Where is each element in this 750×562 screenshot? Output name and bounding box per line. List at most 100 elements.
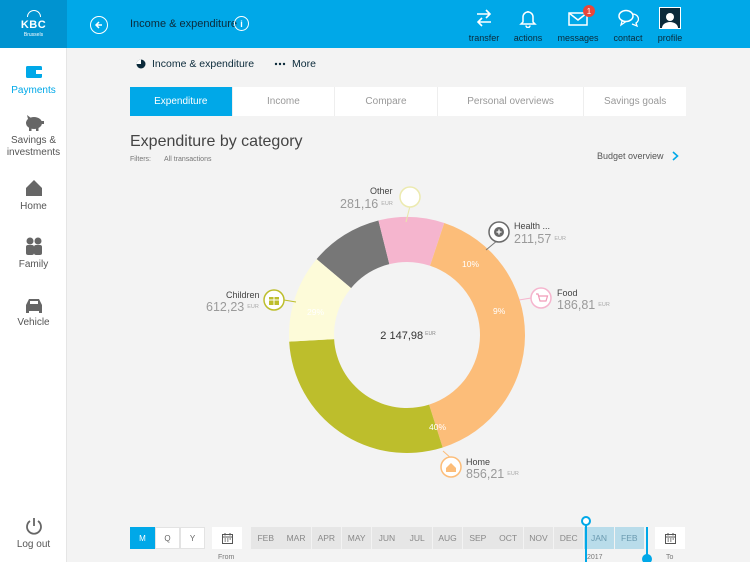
sidebar: Payments Savings & investments Home Fami… bbox=[0, 48, 67, 562]
wallet-icon bbox=[25, 66, 42, 78]
page-title: Income & expenditure bbox=[130, 18, 238, 30]
period-year-button[interactable]: Y bbox=[180, 527, 205, 549]
month-sep-7[interactable]: SEP bbox=[463, 527, 493, 549]
health-marker bbox=[488, 221, 510, 243]
month-apr-2[interactable]: APR bbox=[311, 527, 342, 549]
logout-label: Log out bbox=[16, 539, 51, 550]
plus-circle-icon bbox=[494, 227, 504, 237]
food-amount: 186,81 EUR bbox=[557, 298, 610, 312]
piggy-bank-icon bbox=[25, 115, 44, 131]
kbc-logo[interactable]: KBC Brussels bbox=[0, 0, 67, 48]
to-calendar-button[interactable] bbox=[655, 527, 685, 549]
home-percent: 40% bbox=[429, 422, 447, 432]
range-end-handle-line[interactable] bbox=[646, 527, 648, 557]
logo-mark-icon bbox=[26, 10, 41, 17]
back-button[interactable] bbox=[90, 16, 108, 34]
period-quarter-button[interactable]: Q bbox=[155, 527, 180, 549]
tab-savings-goals[interactable]: Savings goals bbox=[604, 95, 667, 107]
logout-button[interactable]: Log out bbox=[0, 516, 67, 551]
slice-children[interactable] bbox=[289, 339, 443, 453]
from-calendar-button[interactable] bbox=[212, 527, 242, 549]
total-amount: 2 147,98 EUR bbox=[360, 330, 456, 342]
home-marker bbox=[440, 456, 462, 478]
home-amount: 856,21 EUR bbox=[466, 467, 519, 481]
tab-expenditure[interactable]: Expenditure bbox=[130, 87, 233, 116]
period-month-button[interactable]: M bbox=[130, 527, 155, 549]
food-percent: 9% bbox=[493, 306, 506, 316]
month-mar-1[interactable]: MAR bbox=[281, 527, 311, 549]
messages-badge: 1 bbox=[583, 5, 595, 17]
range-start-handle[interactable] bbox=[581, 516, 591, 526]
month-feb-12[interactable]: FEB bbox=[614, 527, 645, 549]
transfer-button[interactable]: transfer bbox=[459, 5, 509, 43]
logo-text: KBC bbox=[20, 19, 47, 31]
month-jul-5[interactable]: JUL bbox=[402, 527, 432, 549]
month-nov-9[interactable]: NOV bbox=[523, 527, 554, 549]
tab-compare[interactable]: Compare bbox=[335, 87, 438, 116]
range-end-handle[interactable] bbox=[642, 554, 652, 562]
sidebar-item-family[interactable]: Family bbox=[0, 236, 67, 271]
month-oct-8[interactable]: OCT bbox=[493, 527, 523, 549]
food-pointer-line bbox=[518, 297, 532, 301]
section-title: Expenditure by category bbox=[130, 133, 303, 150]
month-feb-0[interactable]: FEB bbox=[251, 527, 281, 549]
children-marker bbox=[263, 289, 285, 311]
budget-overview-link[interactable]: Budget overview bbox=[597, 151, 679, 161]
health-percent: 10% bbox=[462, 259, 480, 269]
subnav-primary-label: Income & expenditure bbox=[152, 58, 255, 70]
tab-income[interactable]: Income bbox=[233, 87, 336, 116]
sidebar-item-label: Family bbox=[18, 259, 49, 270]
sidebar-item-savings[interactable]: Savings & investments bbox=[0, 112, 67, 159]
transfer-icon bbox=[476, 9, 492, 27]
health-pointer-line bbox=[485, 239, 499, 251]
from-label: From bbox=[218, 554, 235, 561]
home-pointer-line bbox=[442, 450, 453, 460]
contact-label: contact bbox=[613, 33, 643, 43]
actions-button[interactable]: actions bbox=[503, 5, 553, 43]
people-icon bbox=[25, 237, 42, 255]
chat-icon bbox=[618, 9, 639, 28]
food-marker bbox=[530, 287, 552, 309]
slice-other[interactable] bbox=[289, 259, 352, 342]
month-may-3[interactable]: MAY bbox=[341, 527, 372, 549]
tab-bar: Expenditure Income Compare Personal over… bbox=[130, 87, 686, 116]
month-aug-6[interactable]: AUG bbox=[432, 527, 463, 549]
subnav-income-expenditure[interactable]: Income & expenditure bbox=[136, 58, 254, 70]
car-icon bbox=[25, 299, 42, 313]
health-amount: 211,57 EUR bbox=[514, 232, 566, 246]
other-label: Other bbox=[370, 186, 393, 196]
messages-button[interactable]: 1 messages bbox=[553, 5, 603, 43]
sidebar-item-payments[interactable]: Payments bbox=[0, 62, 67, 97]
more-dots-icon bbox=[274, 62, 286, 66]
filters-value[interactable]: All transactions bbox=[164, 156, 212, 163]
children-pointer-line bbox=[283, 299, 297, 303]
profile-button[interactable]: profile bbox=[645, 5, 695, 43]
budget-overview-label: Budget overview bbox=[597, 151, 664, 161]
month-jan-11[interactable]: JAN bbox=[584, 527, 614, 549]
house-icon bbox=[25, 180, 42, 196]
avatar-icon bbox=[659, 7, 681, 29]
contact-button[interactable]: contact bbox=[603, 5, 653, 43]
children-label: Children bbox=[226, 290, 260, 300]
filters-label: Filters: bbox=[130, 156, 151, 163]
info-button[interactable]: i bbox=[234, 16, 249, 31]
arrow-left-icon bbox=[94, 21, 102, 29]
month-dec-10[interactable]: DEC bbox=[553, 527, 584, 549]
pie-chart-icon bbox=[136, 59, 146, 69]
other-pointer-line bbox=[405, 205, 411, 223]
total-value: 2 147,98 bbox=[380, 330, 424, 342]
house-small-icon bbox=[446, 463, 456, 472]
children-amount: 612,23 EUR bbox=[206, 300, 259, 314]
slice-health[interactable] bbox=[316, 220, 390, 289]
range-start-handle-line[interactable] bbox=[585, 522, 587, 562]
transfer-label: transfer bbox=[468, 33, 500, 43]
slice-food[interactable] bbox=[378, 217, 445, 266]
sidebar-item-home[interactable]: Home bbox=[0, 178, 67, 213]
subnav-more[interactable]: More bbox=[274, 58, 316, 70]
actions-label: actions bbox=[513, 33, 543, 43]
period-selector: M Q Y bbox=[130, 527, 205, 549]
month-jun-4[interactable]: JUN bbox=[372, 527, 402, 549]
calendar-icon bbox=[221, 532, 233, 544]
tab-personal-overviews[interactable]: Personal overviews bbox=[438, 87, 585, 116]
sidebar-item-vehicle[interactable]: Vehicle bbox=[0, 296, 67, 329]
